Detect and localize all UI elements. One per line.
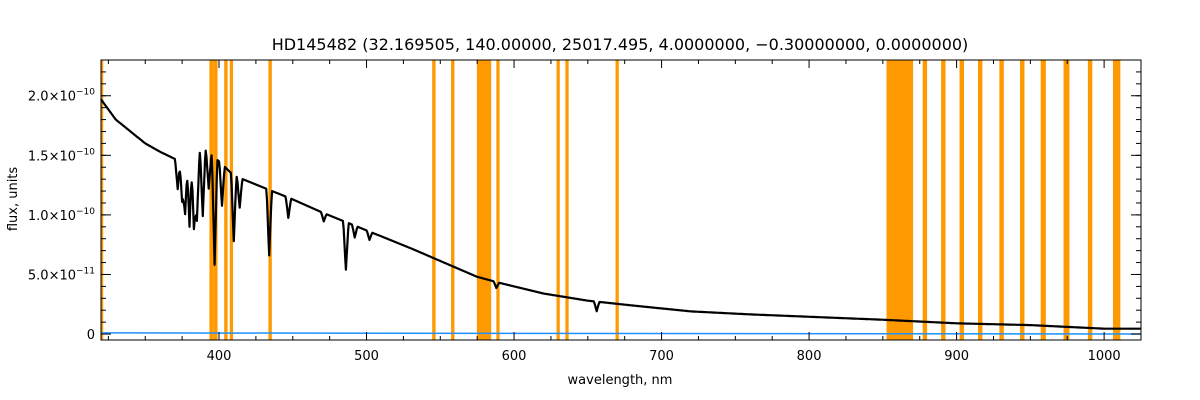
masked-region (496, 60, 500, 340)
y-axis: 0 5.0×10−11 1.0×10−10 1.5×10−10 2.0×10−10 (28, 59, 1141, 343)
masked-region (1087, 60, 1093, 340)
x-axis-label: wavelength, nm (568, 373, 673, 388)
y-tick-label: 0 (87, 328, 95, 343)
masked-region (101, 60, 104, 340)
chart-title: HD145482 (32.169505, 140.00000, 25017.49… (272, 35, 969, 54)
x-axis: 400 500 600 700 800 900 1000 (107, 60, 1121, 364)
x-tick-label: 600 (502, 349, 527, 364)
error-line (100, 332, 1142, 335)
x-tick-label: 900 (944, 349, 969, 364)
error-series (100, 332, 1142, 335)
masked-region (432, 60, 436, 340)
masked-region (268, 60, 272, 340)
masked-region (1020, 60, 1025, 340)
masked-region (941, 60, 946, 340)
masked-region (1112, 60, 1121, 340)
masked-region (959, 60, 964, 340)
y-tick-label: 5.0×10−11 (28, 266, 95, 283)
plot-frame (100, 59, 1142, 341)
y-tick-label: 1.5×10−10 (28, 147, 95, 164)
masked-region (1063, 60, 1070, 340)
masked-region (922, 60, 928, 340)
y-tick-label: 2.0×10−10 (28, 88, 95, 105)
masked-region (476, 60, 492, 340)
masked-region (556, 60, 560, 340)
masked-regions (101, 60, 1121, 340)
masked-region (1040, 60, 1046, 340)
masked-region (209, 60, 214, 340)
spectrum-series (100, 98, 1142, 330)
x-tick-label: 500 (354, 349, 379, 364)
y-tick-label: 1.0×10−10 (28, 207, 95, 224)
x-tick-label: 800 (797, 349, 822, 364)
masked-region (224, 60, 228, 340)
masked-region (886, 60, 914, 340)
masked-region (451, 60, 455, 340)
y-axis-label: flux, units (6, 167, 21, 232)
masked-region (615, 60, 619, 340)
x-tick-label: 1000 (1088, 349, 1121, 364)
masked-region (977, 60, 983, 340)
masked-region (999, 60, 1004, 340)
x-tick-label: 400 (207, 349, 232, 364)
masked-region (565, 60, 569, 340)
x-tick-label: 700 (649, 349, 674, 364)
spectrum-line (100, 98, 1142, 330)
